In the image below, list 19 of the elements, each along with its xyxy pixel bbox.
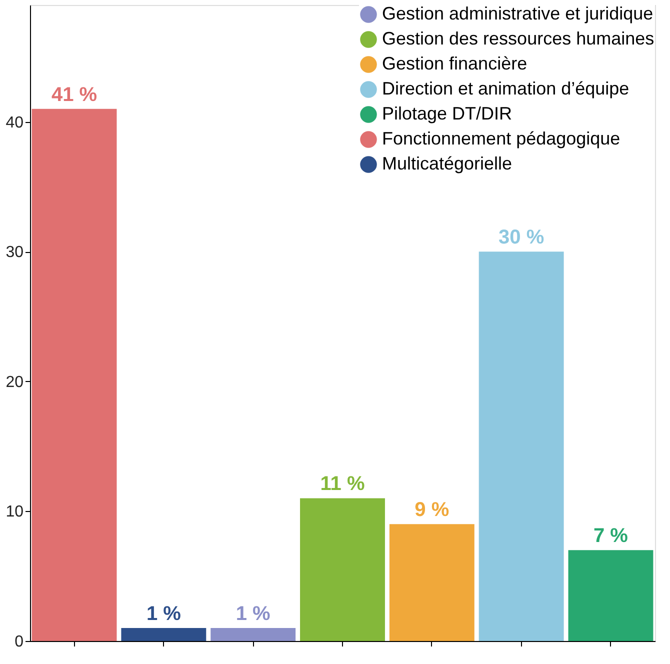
legend-label: Gestion des ressources humaines <box>382 28 654 48</box>
data-label: 41 % <box>51 84 98 106</box>
data-label: 9 % <box>414 499 450 522</box>
legend-label: Gestion financière <box>382 54 528 74</box>
data-label: 1 % <box>236 603 271 626</box>
y-tick-label: 20 <box>6 374 24 391</box>
y-tick-label: 30 <box>6 244 24 262</box>
data-label: 1 % <box>146 603 182 626</box>
y-tick-label: 10 <box>6 504 24 521</box>
data-label: 7 % <box>594 525 628 548</box>
y-tick-label: 40 <box>6 114 24 132</box>
legend-label: Multicatégorielle <box>382 154 512 174</box>
data-label: 11 % <box>320 473 365 496</box>
legend-label: Direction et animation d’équipe <box>382 78 630 98</box>
data-label: 30 % <box>498 226 544 249</box>
legend-label: Fonctionnement pédagogique <box>382 128 620 148</box>
y-tick-label: 0 <box>14 634 24 650</box>
legend-label: Pilotage DT/DIR <box>382 104 512 124</box>
legend-label: Gestion administrative et juridique <box>382 4 654 24</box>
